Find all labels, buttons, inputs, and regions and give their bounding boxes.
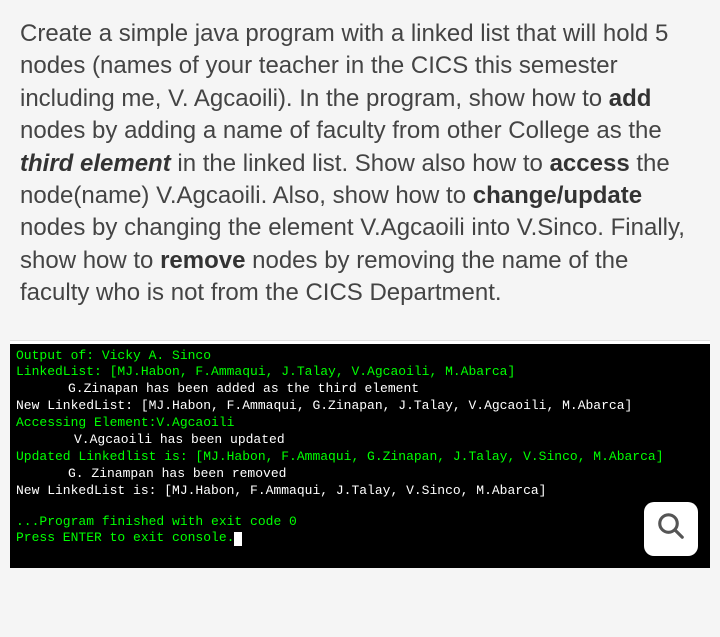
zoom-button[interactable] — [644, 502, 698, 556]
instruction-text: Create a simple java program with a link… — [20, 18, 700, 310]
console-line: G.Zinapan has been added as the third el… — [16, 381, 704, 398]
instruction-segment: remove — [160, 247, 245, 274]
console-prompt-line: Press ENTER to exit console. — [16, 530, 704, 547]
instruction-segment: nodes by adding a name of faculty from o… — [20, 117, 662, 144]
console-line: Accessing Element:V.Agcaoili — [16, 415, 704, 432]
console-line: LinkedList: [MJ.Habon, F.Ammaqui, J.Tala… — [16, 364, 704, 381]
instruction-segment: third element — [20, 150, 171, 177]
console-line: Updated Linkedlist is: [MJ.Habon, F.Amma… — [16, 449, 704, 466]
instruction-segment: access — [550, 150, 630, 177]
console-spacer — [16, 500, 704, 514]
console-line: New LinkedList is: [MJ.Habon, F.Ammaqui,… — [16, 483, 704, 500]
instruction-segment: Create a simple java program with a link… — [20, 20, 668, 112]
console-prompt-text: Press ENTER to exit console. — [16, 530, 234, 545]
magnify-icon — [656, 511, 686, 547]
console-wrapper: Output of: Vicky A. SincoLinkedList: [MJ… — [10, 340, 710, 568]
console-line: New LinkedList: [MJ.Habon, F.Ammaqui, G.… — [16, 398, 704, 415]
console-line: G. Zinampan has been removed — [16, 466, 704, 483]
console-line: Output of: Vicky A. Sinco — [16, 348, 704, 365]
console-output: Output of: Vicky A. SincoLinkedList: [MJ… — [10, 344, 710, 568]
console-exit-line: ...Program finished with exit code 0 — [16, 514, 704, 531]
instruction-segment: in the linked list. Show also how to — [171, 150, 550, 177]
console-line: V.Agcaoili has been updated — [16, 432, 704, 449]
instruction-segment: add — [609, 85, 652, 112]
cursor-icon — [234, 532, 242, 546]
content-container: Create a simple java program with a link… — [0, 0, 720, 322]
instruction-segment: change/update — [473, 182, 642, 209]
